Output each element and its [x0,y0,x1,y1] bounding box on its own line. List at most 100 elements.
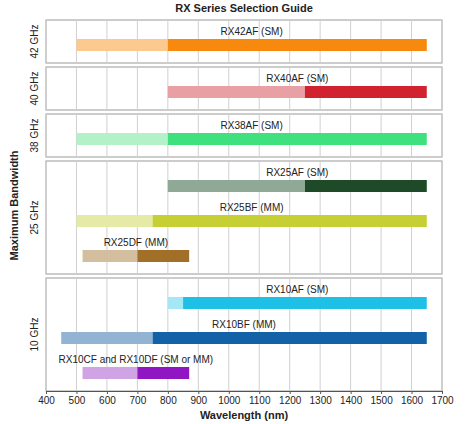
tick: 1600 [401,391,424,406]
panel-frame [46,20,442,63]
grid-line [106,67,107,110]
grid-line [442,114,443,157]
tick: 1500 [370,391,393,406]
series-label: RX42AF (SM) [220,26,282,37]
tick-label: 1200 [279,395,302,406]
series-label: RX38AF (SM) [220,120,282,131]
tick-label: 1300 [310,395,333,406]
chart: RX Series Selection Guide 42 GHz 40 GHz 38 … [0,0,470,424]
tick: 1100 [249,391,271,406]
bar-labels: RX42AF (SM) RX40AF (SM) RX38AF (SM) RX25AF … [59,26,329,365]
tick: 1400 [340,391,363,406]
grid-line [137,67,138,110]
panels [46,20,442,391]
bar-segment [168,180,305,192]
grid-line [46,20,47,63]
tick-mark [320,391,321,394]
tick-mark [412,391,413,394]
series-label: RX10AF (SM) [266,284,328,295]
tick-mark [168,391,169,394]
bars [61,39,427,379]
tick: 900 [190,391,207,406]
bar-segment [168,39,427,51]
tick-label: 1700 [431,395,454,406]
tick-label: 1100 [249,395,271,406]
tick-mark [107,391,108,394]
tick: 1300 [310,391,333,406]
bar-segment [76,215,152,227]
tick-label: 800 [160,395,177,406]
tick: 400 [38,391,55,406]
series-label: RX10BF (MM) [212,319,276,330]
series-label: RX10CF and RX10DF (SM or MM) [59,354,213,365]
panel-frame [46,67,442,110]
tick-mark [46,391,47,394]
panel-frame [46,161,442,274]
panel-frame [46,114,442,157]
tick: 1700 [431,391,454,406]
x-axis-title: Wavelength (nm) [200,409,289,421]
tick-mark [76,391,77,394]
grid-line [442,278,443,391]
tick-label: 900 [190,395,207,406]
title: RX Series Selection Guide [175,2,313,14]
panel-label: 42 GHz [29,25,40,59]
grid-line [442,20,443,63]
panel-label: 25 GHz [29,201,40,235]
axis-line [47,392,443,395]
tick: 600 [99,391,116,406]
tick-label: 1000 [218,395,241,406]
grid-line [46,114,47,157]
bar-segment [61,332,152,344]
bar-segment [305,86,427,98]
series-label: RX25BF (MM) [220,202,284,213]
tick-label: 500 [69,395,86,406]
tick-label: 1500 [370,395,393,406]
tick-mark [381,391,382,394]
grid-line [76,67,77,110]
tick-label: 1600 [401,395,424,406]
tick: 1000 [218,391,241,406]
bar-segment [153,332,427,344]
tick-mark [137,391,138,394]
bar-segment [76,133,167,145]
tick-mark [259,391,260,394]
grid-line [46,161,47,274]
grid-line [442,67,443,110]
series-label: RX25AF (SM) [266,167,328,178]
bar-segment [76,39,167,51]
bar-segment [83,367,138,379]
bar-segment [168,86,305,98]
bar-segment [168,297,183,309]
tick: 500 [69,391,86,406]
panel-label: 40 GHz [29,72,40,106]
bar-segment [305,180,427,192]
tick: 700 [130,391,147,406]
tick-label: 700 [130,395,147,406]
bar-segment [168,133,427,145]
tick-mark [229,391,230,394]
bar-segment [137,367,189,379]
bar-segment [183,297,427,309]
bar-segment [83,250,138,262]
panel-label: 10 GHz [29,318,40,352]
tick-label: 1400 [340,395,363,406]
tick: 1200 [279,391,302,406]
grid-line [46,67,47,110]
tick-label: 600 [99,395,116,406]
tick-mark [198,391,199,394]
panel-label: 38 GHz [29,119,40,153]
tick-mark [351,391,352,394]
tick-label: 400 [38,395,55,406]
grid-line [442,161,443,274]
panel-frame [46,278,442,391]
x-axis: 400 500 600 700 800 900 1000 1100 1200 1300 1400 15… [38,391,454,406]
tick-mark [290,391,291,394]
tick-mark [442,391,443,394]
grid-line [46,278,47,391]
series-label: RX40AF (SM) [266,73,328,84]
series-label: RX25DF (MM) [104,237,168,248]
bar-segment [137,250,189,262]
tick: 800 [160,391,177,406]
bar-segment [153,215,427,227]
